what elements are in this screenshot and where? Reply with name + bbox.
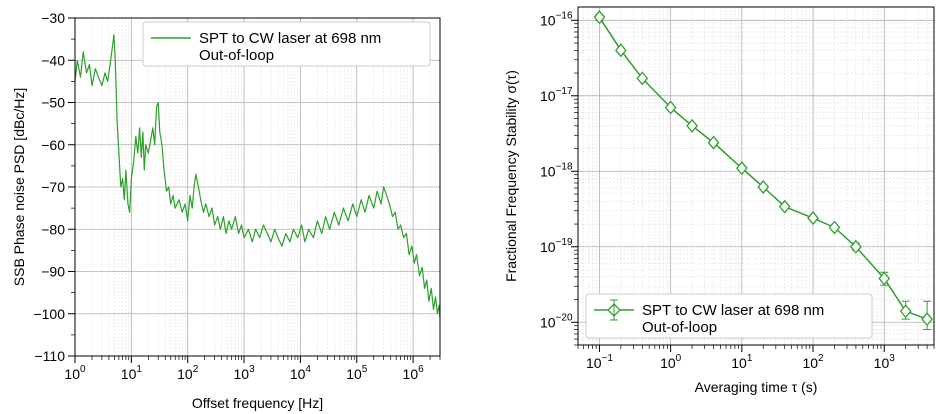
y-tick-label: −70 (41, 179, 65, 195)
y-tick-label: −80 (41, 221, 65, 237)
x-tick-label: 103 (233, 364, 255, 382)
data-point (636, 71, 649, 86)
legend-box (142, 21, 431, 67)
x-tick-label: 103 (874, 353, 896, 371)
y-tick-label: 10−20 (540, 312, 573, 330)
x-axis-label: Averaging time τ (s) (695, 379, 818, 395)
y-axis-label: Fractional Frequency Stability σ(τ) (503, 70, 519, 282)
data-point (686, 118, 698, 133)
data-point (707, 135, 720, 150)
series-line-phase-noise (74, 34, 441, 319)
x-tick-label: 105 (346, 364, 368, 382)
y-axis-label: SSB Phase noise PSD [dBc/Hz] (11, 88, 27, 286)
plot-frame (577, 6, 935, 346)
y-tick-label: 10−18 (540, 161, 573, 179)
data-point (850, 239, 862, 254)
data-point (828, 220, 841, 235)
y-tick-label: −100 (33, 306, 65, 322)
y-tick-label: −40 (41, 52, 65, 68)
y-tick-label: 10−17 (540, 86, 573, 104)
x-tick-label: 102 (802, 353, 824, 371)
y-tick-label: 10−19 (540, 237, 573, 255)
legend-label: Out-of-loop (642, 319, 717, 336)
y-tick-label: −60 (41, 137, 65, 153)
data-point (899, 304, 912, 319)
x-tick-label: 100 (660, 353, 682, 371)
data-point (615, 43, 627, 58)
x-tick-label: 10−1 (586, 353, 613, 371)
x-tick-label: 101 (121, 364, 143, 382)
data-point (878, 271, 891, 286)
x-tick-label: 106 (403, 364, 425, 382)
x-tick-label: 101 (731, 353, 753, 371)
legend-label: SPT to CW laser at 698 nm (199, 30, 381, 47)
data-point (921, 312, 933, 327)
legend-box (585, 293, 873, 339)
y-tick-label: −50 (41, 95, 65, 111)
x-axis-label: Offset frequency [Hz] (192, 395, 323, 411)
x-tick-label: 102 (177, 364, 199, 382)
data-point (593, 10, 606, 25)
y-tick-label: −30 (41, 10, 65, 26)
y-tick-label: 10−16 (540, 10, 573, 28)
x-tick-label: 100 (64, 364, 86, 382)
data-point (807, 211, 819, 226)
y-tick-label: −90 (41, 264, 65, 280)
phase-noise-chart: 100 101 102 103 104 105 106 −30 −40 −50 −60 −70 −80 −… (11, 10, 441, 411)
data-point (735, 161, 748, 176)
y-tick-label: −110 (35, 348, 66, 364)
legend-label: Out-of-loop (199, 47, 274, 64)
legend-label: SPT to CW laser at 698 nm (642, 302, 824, 319)
plot-frame (74, 17, 441, 357)
data-point (664, 100, 677, 115)
data-point (778, 199, 791, 214)
data-point (757, 179, 770, 194)
x-tick-label: 104 (290, 364, 312, 382)
stability-chart: 10−1 100 101 102 103 10−16 10−17 10−18 10−19 10−2… (503, 6, 935, 395)
